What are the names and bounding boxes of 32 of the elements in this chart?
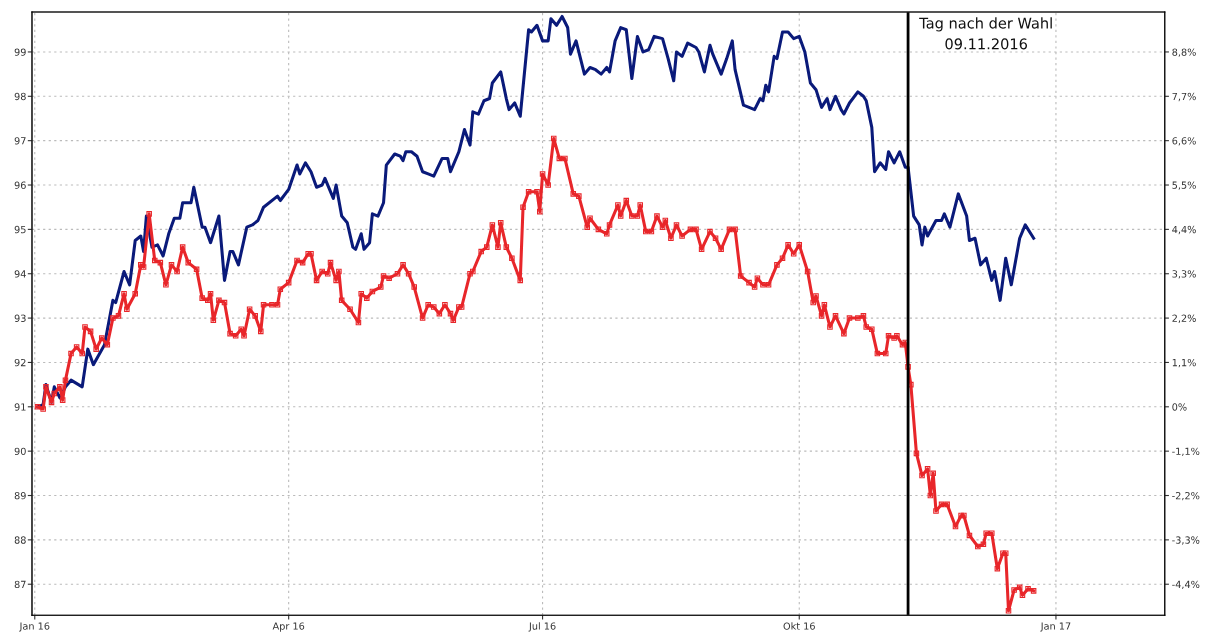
y-tick-label: 88 bbox=[14, 536, 26, 544]
y-tick-label: 98 bbox=[14, 92, 26, 101]
y-tick-label: 89 bbox=[14, 491, 26, 500]
y2-tick-label: -1,1% bbox=[1172, 447, 1200, 456]
y2-tick-label: 1,1% bbox=[1172, 358, 1196, 368]
y2-tick-label: 2,2% bbox=[1172, 314, 1196, 323]
x-tick-label: Apr 16 bbox=[272, 622, 305, 632]
y-tick-label: 87 bbox=[14, 580, 26, 589]
x-tick-label: Jan 17 bbox=[1040, 622, 1071, 632]
x-tick-label: Jan 16 bbox=[19, 622, 50, 632]
y-tick-label: 90 bbox=[14, 447, 26, 455]
x-tick-label: Jul 16 bbox=[528, 622, 556, 632]
y-tick-label: 96 bbox=[14, 181, 26, 189]
y2-tick-label: 7,7% bbox=[1172, 92, 1196, 102]
x-tick-label: Okt 16 bbox=[783, 622, 815, 630]
y2-tick-label: 3,3% bbox=[1172, 270, 1196, 279]
y2-tick-label: 4,4% bbox=[1172, 225, 1196, 235]
y2-tick-label: 6,6% bbox=[1172, 137, 1196, 146]
y2-tick-label: -4,4% bbox=[1172, 580, 1200, 590]
y-tick-label: 97 bbox=[14, 137, 26, 145]
y2-tick-label: 0% bbox=[1172, 403, 1187, 411]
y-tick-label: 94 bbox=[14, 270, 26, 278]
y-tick-label: 91 bbox=[14, 403, 26, 411]
y2-tick-label: -2,2% bbox=[1172, 491, 1200, 501]
y-tick-label: 93 bbox=[14, 314, 26, 322]
ref-line-label: Tag nach der Wahl 09.11.2016 bbox=[919, 17, 1052, 50]
y2-tick-label: -3,3% bbox=[1172, 536, 1200, 545]
y2-tick-label: 5,5% bbox=[1172, 181, 1196, 190]
y2-tick-label: 8,8% bbox=[1172, 48, 1196, 57]
y-tick-label: 92 bbox=[14, 358, 26, 367]
y-tick-label: 95 bbox=[14, 225, 26, 234]
y-tick-label: 99 bbox=[14, 48, 26, 56]
